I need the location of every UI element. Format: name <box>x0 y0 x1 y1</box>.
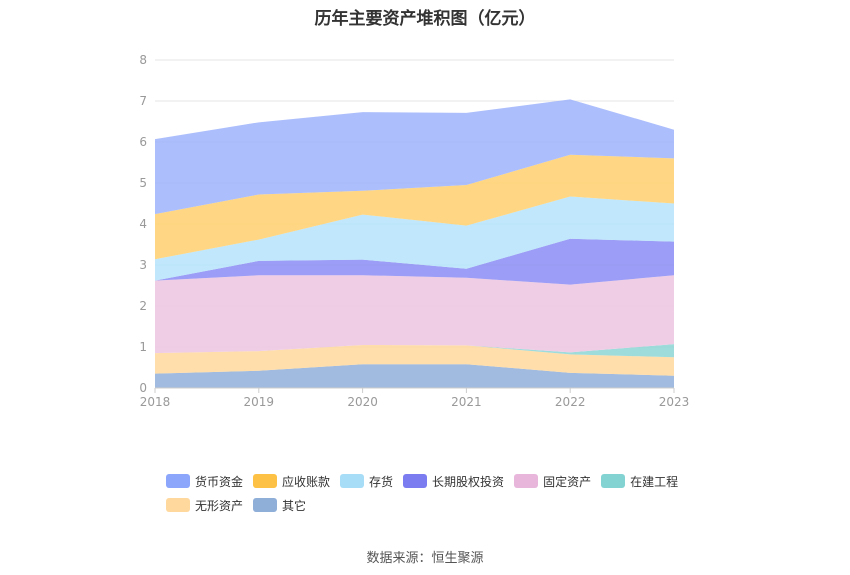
legend-label: 其它 <box>282 498 307 513</box>
legend-swatch <box>403 474 428 488</box>
legend: 货币资金 应收账款 存货 长期股权投资 固定资产 在建工程无形资产 其它 <box>166 473 706 521</box>
x-tick-label: 2023 <box>659 395 690 409</box>
x-tick-label: 2021 <box>451 395 482 409</box>
legend-label: 长期股权投资 <box>432 474 505 489</box>
legend-item[interactable]: 货币资金 <box>166 473 243 489</box>
legend-item[interactable]: 其它 <box>253 497 306 513</box>
legend-label: 无形资产 <box>195 498 244 513</box>
area-series-1 <box>155 344 674 376</box>
area-series-0 <box>155 364 674 388</box>
legend-label: 存货 <box>369 474 394 489</box>
y-axis-ticks: 0 1 2 3 4 5 6 7 8 <box>139 53 147 395</box>
area-series-3 <box>155 275 674 354</box>
x-tick-label: 2019 <box>244 395 275 409</box>
legend-swatch <box>166 498 190 512</box>
legend-swatch <box>514 474 539 488</box>
y-tick-label: 8 <box>139 53 147 67</box>
y-tick-label: 1 <box>139 340 147 354</box>
legend-swatch <box>253 498 278 512</box>
legend-item[interactable]: 长期股权投资 <box>403 473 504 489</box>
data-source: 数据来源：恒生聚源 <box>366 551 484 566</box>
y-tick-label: 4 <box>139 217 147 231</box>
y-tick-label: 3 <box>139 258 147 272</box>
legend-item[interactable]: 无形资产 <box>166 497 243 513</box>
legend-swatch <box>166 474 190 488</box>
legend-item[interactable]: 存货 <box>340 473 393 489</box>
x-tick-label: 2020 <box>347 395 378 409</box>
y-tick-label: 2 <box>139 299 147 313</box>
legend-swatch <box>601 474 626 488</box>
area-series-6 <box>155 154 674 260</box>
legend-label: 固定资产 <box>543 474 592 489</box>
x-tick-label: 2018 <box>140 395 171 409</box>
legend-item[interactable]: 应收账款 <box>253 473 330 489</box>
x-axis: 2018 2019 2020 2021 2022 2023 <box>140 387 690 409</box>
area-series-7 <box>155 99 674 215</box>
legend-label: 在建工程 <box>630 474 679 489</box>
stacked-area-chart: 0 1 2 3 4 5 6 7 8 2018 2019 2020 2021 2022 2023 <box>139 53 690 409</box>
area-series <box>155 99 674 388</box>
x-tick-label: 2022 <box>555 395 586 409</box>
area-series-4 <box>155 238 674 285</box>
y-tick-label: 5 <box>139 176 147 190</box>
y-tick-label: 6 <box>139 135 147 149</box>
y-tick-label: 7 <box>139 94 147 108</box>
chart-title: 历年主要资产堆积图（亿元） <box>314 9 536 29</box>
legend-swatch <box>340 474 365 488</box>
area-series-5 <box>155 196 674 281</box>
legend-item[interactable]: 固定资产 <box>514 473 591 489</box>
legend-item[interactable]: 在建工程 <box>601 473 678 489</box>
y-tick-label: 0 <box>139 381 147 395</box>
legend-swatch <box>253 474 278 488</box>
legend-label: 应收账款 <box>282 474 331 489</box>
legend-label: 货币资金 <box>195 474 244 489</box>
